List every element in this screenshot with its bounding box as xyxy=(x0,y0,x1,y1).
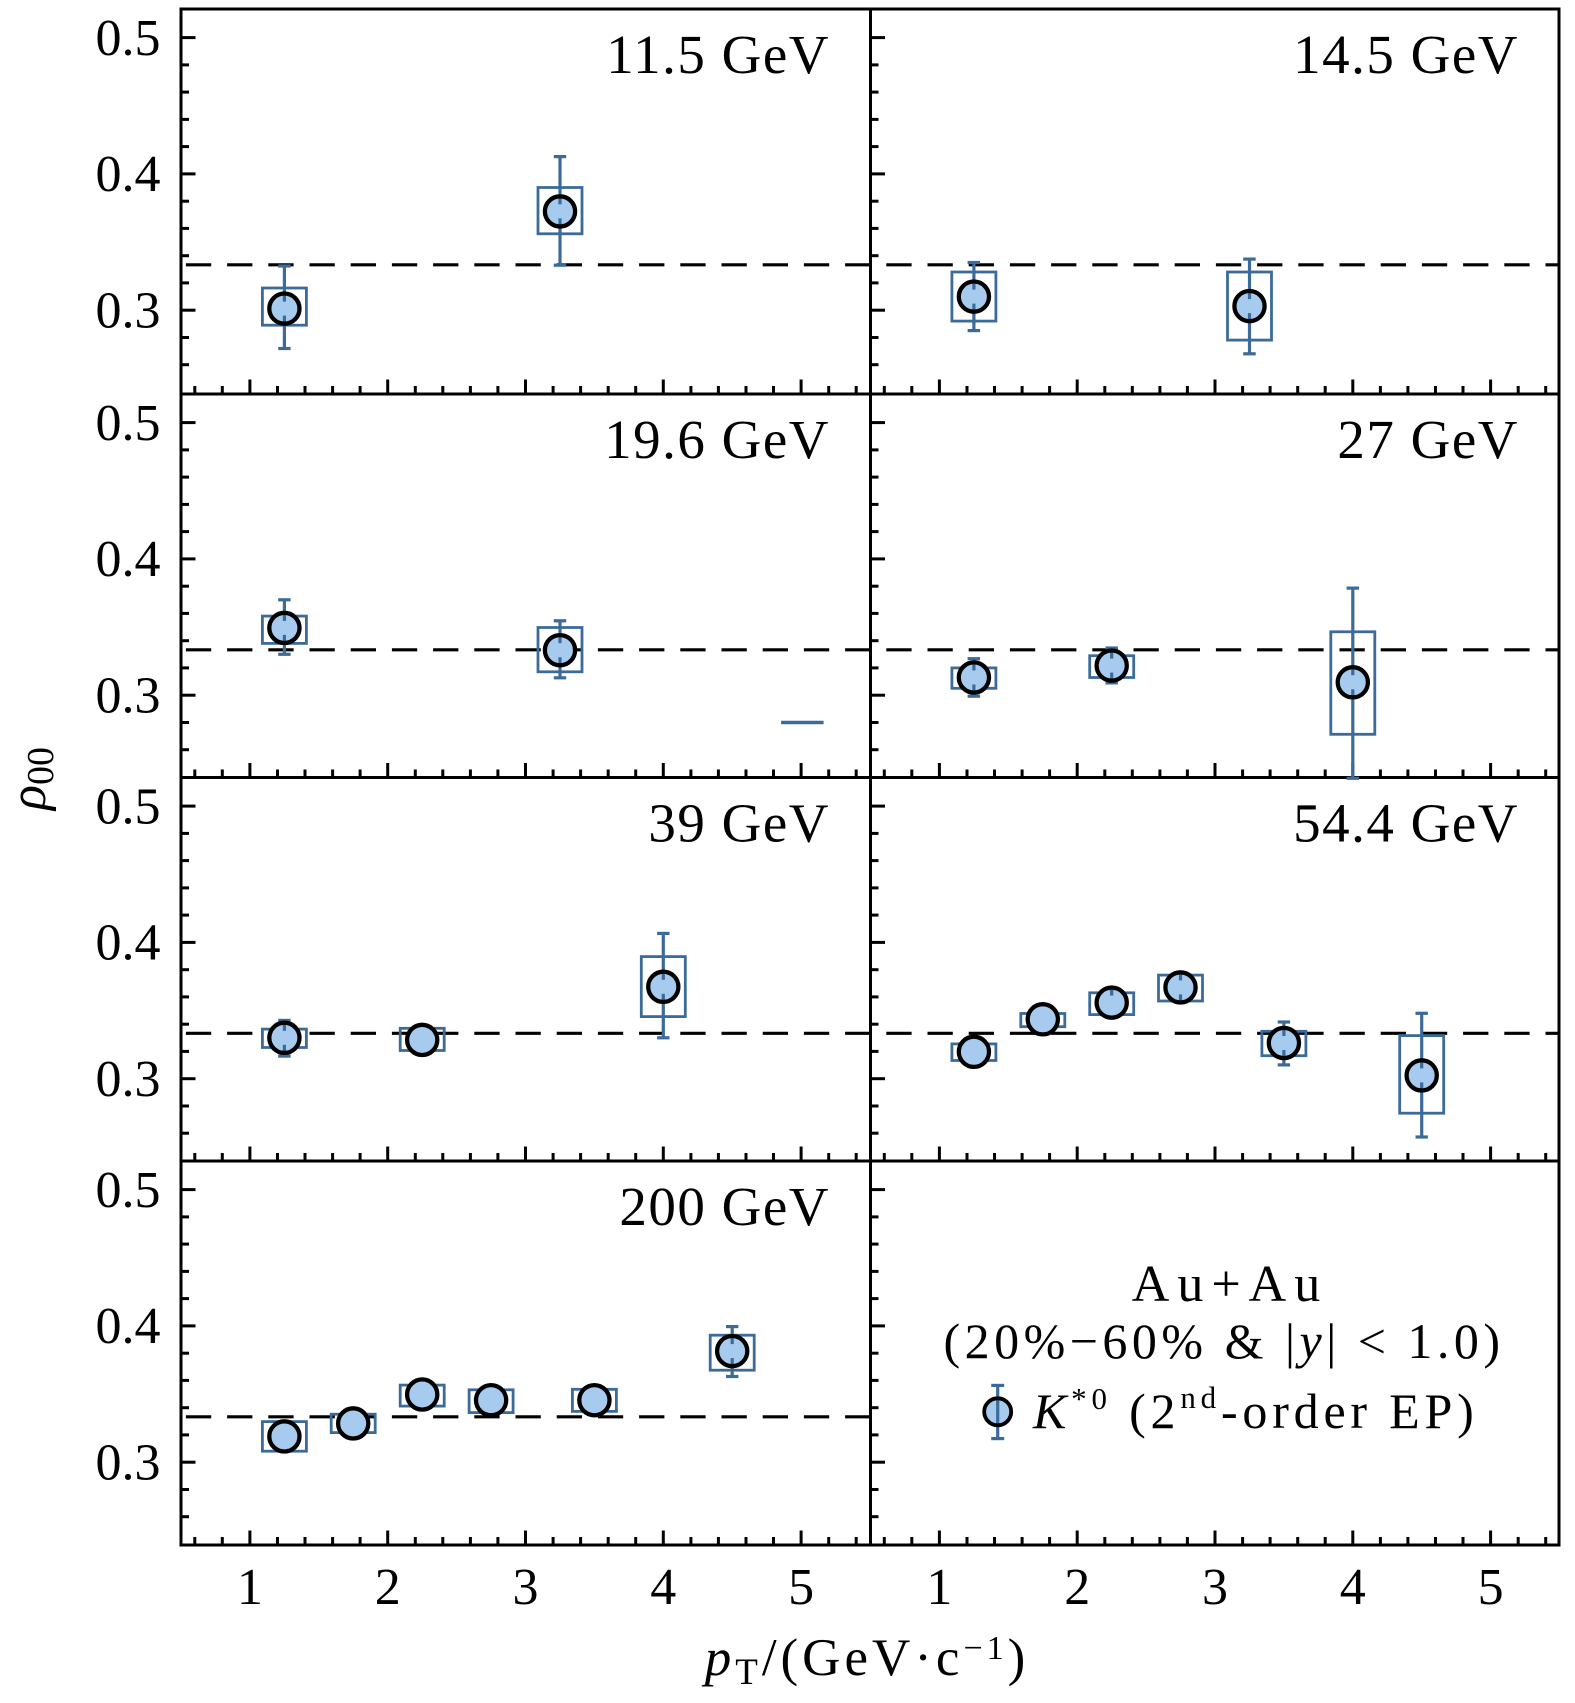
svg-text:0.4: 0.4 xyxy=(96,1298,161,1355)
svg-text:5: 5 xyxy=(1478,1559,1504,1616)
svg-text:K*0 (2nd-order EP): K*0 (2nd-order EP) xyxy=(1032,1380,1479,1439)
svg-text:4: 4 xyxy=(650,1559,676,1616)
svg-text:14.5 GeV: 14.5 GeV xyxy=(1293,24,1519,85)
svg-text:3: 3 xyxy=(1202,1559,1228,1616)
svg-text:27 GeV: 27 GeV xyxy=(1337,409,1519,470)
svg-text:0.3: 0.3 xyxy=(96,282,161,339)
svg-text:1: 1 xyxy=(237,1559,263,1616)
svg-text:0.5: 0.5 xyxy=(96,10,161,67)
svg-text:Au+Au: Au+Au xyxy=(1132,1256,1328,1313)
svg-text:2: 2 xyxy=(375,1559,401,1616)
svg-text:0.3: 0.3 xyxy=(96,667,161,724)
svg-text:(20%−60% & |y| < 1.0): (20%−60% & |y| < 1.0) xyxy=(943,1313,1504,1369)
svg-text:39 GeV: 39 GeV xyxy=(648,793,830,854)
svg-text:11.5 GeV: 11.5 GeV xyxy=(606,24,830,85)
svg-text:2: 2 xyxy=(1064,1559,1090,1616)
svg-text:1: 1 xyxy=(926,1559,952,1616)
svg-text:0.3: 0.3 xyxy=(96,1434,161,1491)
svg-text:19.6 GeV: 19.6 GeV xyxy=(604,409,830,470)
svg-text:0.4: 0.4 xyxy=(96,146,161,203)
svg-text:0.4: 0.4 xyxy=(96,915,161,972)
svg-text:54.4 GeV: 54.4 GeV xyxy=(1293,793,1519,854)
svg-text:4: 4 xyxy=(1340,1559,1366,1616)
svg-text:pT/(GeV·c−1): pT/(GeV·c−1) xyxy=(701,1629,1030,1693)
svg-text:3: 3 xyxy=(513,1559,539,1616)
svg-text:ρ00: ρ00 xyxy=(0,747,62,812)
svg-text:0.3: 0.3 xyxy=(96,1051,161,1108)
svg-text:0.5: 0.5 xyxy=(96,395,161,452)
svg-text:200 GeV: 200 GeV xyxy=(619,1176,830,1237)
svg-text:0.5: 0.5 xyxy=(96,1162,161,1219)
svg-text:0.4: 0.4 xyxy=(96,531,161,588)
svg-text:5: 5 xyxy=(788,1559,814,1616)
svg-text:0.5: 0.5 xyxy=(96,778,161,835)
